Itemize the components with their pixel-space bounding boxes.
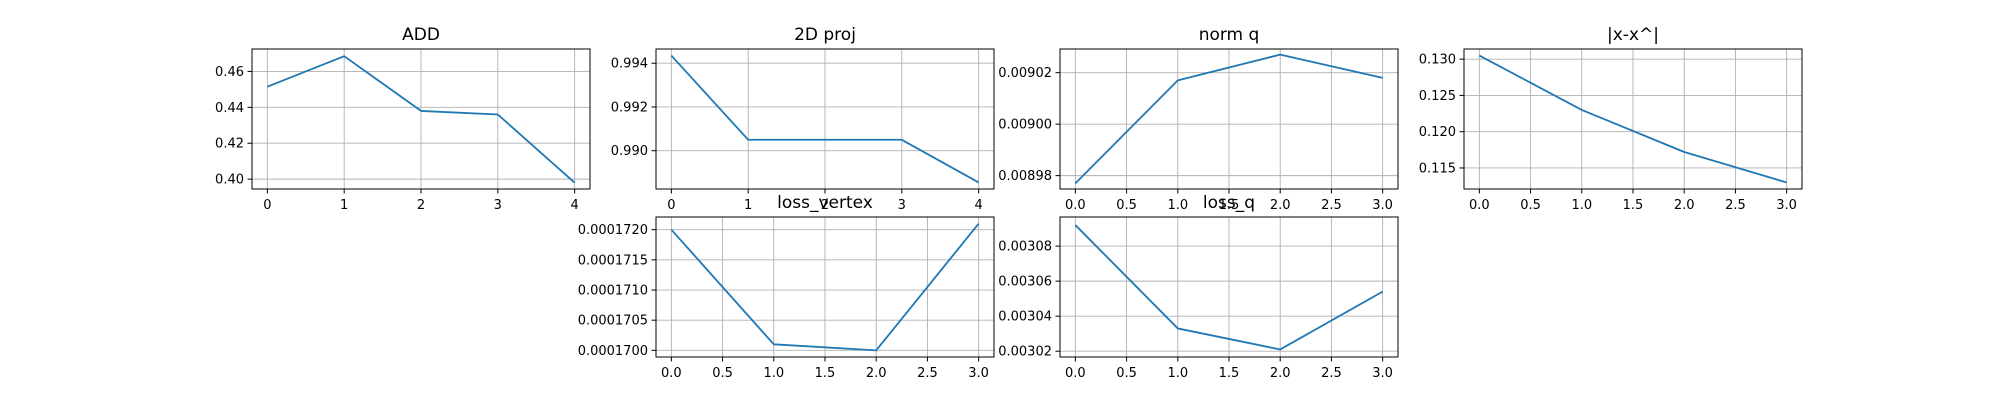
x-tick-label: 1.0 <box>1167 198 1188 213</box>
series-line <box>670 223 980 352</box>
x-tick-label: 0.0 <box>1469 198 1490 213</box>
x-tick-label: 3.0 <box>1372 366 1393 381</box>
x-tick-label: 1 <box>744 198 752 213</box>
x-tick-label: 2.0 <box>1270 198 1291 213</box>
x-tick-label: 2.5 <box>917 366 938 381</box>
y-tick-label: 0.0001720 <box>578 223 648 238</box>
y-tick-label: 0.00898 <box>998 169 1052 184</box>
subplot-3: 0.0 0.5 1.0 1.5 2.0 2.5 3.0 0.00898 0.00900 0.009… <box>998 25 1399 213</box>
x-tick-label: 1.5 <box>815 366 836 381</box>
subplot-title: loss_vertex <box>777 193 873 213</box>
x-tick-label: 0.0 <box>661 366 682 381</box>
x-tick-label: 2.5 <box>1725 198 1746 213</box>
x-tick-label: 3 <box>494 198 502 213</box>
subplot-title: norm q <box>1199 25 1260 45</box>
y-tick-label: 0.0001700 <box>578 344 648 359</box>
x-tick-label: 4 <box>570 198 578 213</box>
x-tick-label: 3 <box>898 198 906 213</box>
y-tick-label: 0.00902 <box>998 66 1052 81</box>
x-tick-label: 0.0 <box>1065 198 1086 213</box>
y-tick-label: 0.120 <box>1419 125 1456 140</box>
x-tick-label: 0.5 <box>712 366 733 381</box>
y-tick-label: 0.125 <box>1419 89 1456 104</box>
y-tick-label: 0.00306 <box>998 275 1052 290</box>
subplot-title: ADD <box>402 25 440 45</box>
y-tick-label: 0.00308 <box>998 240 1052 255</box>
x-tick-label: 3.0 <box>968 366 989 381</box>
series-line <box>1074 224 1384 351</box>
x-tick-label: 2 <box>821 198 829 213</box>
x-tick-label: 0 <box>667 198 675 213</box>
x-tick-label: 1.5 <box>1623 198 1644 213</box>
y-tick-label: 0.0001710 <box>578 284 648 299</box>
x-tick-label: 2.0 <box>1270 366 1291 381</box>
subplot-6: 0.0 0.5 1.0 1.5 2.0 2.5 3.0 0.00302 0.00304 0.003… <box>998 193 1399 381</box>
y-tick-label: 0.46 <box>215 65 244 80</box>
x-tick-label: 1 <box>340 198 348 213</box>
x-tick-label: 1.0 <box>763 366 784 381</box>
y-tick-label: 0.115 <box>1419 161 1456 176</box>
x-tick-label: 2.0 <box>1674 198 1695 213</box>
y-tick-label: 0.990 <box>611 144 648 159</box>
x-tick-label: 0 <box>263 198 271 213</box>
y-tick-label: 0.00302 <box>998 345 1052 360</box>
subplot-title: |x-x^| <box>1607 25 1659 45</box>
x-tick-label: 3.0 <box>1372 198 1393 213</box>
y-tick-label: 0.00304 <box>998 310 1052 325</box>
x-tick-label: 2.5 <box>1321 366 1342 381</box>
x-tick-label: 0.5 <box>1116 198 1137 213</box>
x-tick-label: 0.5 <box>1520 198 1541 213</box>
x-tick-label: 2.5 <box>1321 198 1342 213</box>
subplot-5: 0.0 0.5 1.0 1.5 2.0 2.5 3.0 0.0001700 0.0001705 0… <box>578 193 995 381</box>
subplot-1: 0 1 2 3 4 0.40 0.42 0.44 0.46 ADD <box>215 25 591 213</box>
x-tick-label: 1.5 <box>1219 198 1240 213</box>
series-line <box>1074 53 1383 184</box>
x-tick-label: 1.0 <box>1571 198 1592 213</box>
x-tick-label: 0.5 <box>1116 366 1137 381</box>
y-tick-label: 0.0001715 <box>578 253 648 268</box>
x-tick-label: 3.0 <box>1776 198 1797 213</box>
y-tick-label: 0.130 <box>1419 53 1456 68</box>
y-tick-label: 0.994 <box>611 57 648 72</box>
y-tick-label: 0.42 <box>215 137 244 152</box>
x-tick-label: 4 <box>974 198 982 213</box>
x-tick-label: 2.0 <box>866 366 887 381</box>
subplot-4: 0.0 0.5 1.0 1.5 2.0 2.5 3.0 0.115 0.120 0.125 0.13… <box>1419 25 1803 213</box>
subplot-2: 0 1 2 3 4 0.990 0.992 0.994 2D proj <box>611 25 995 213</box>
y-tick-label: 0.40 <box>215 173 244 188</box>
y-tick-label: 0.0001705 <box>578 314 648 329</box>
subplot-title: 2D proj <box>794 25 856 45</box>
y-tick-label: 0.992 <box>611 100 648 115</box>
y-tick-label: 0.44 <box>215 101 244 116</box>
series-line <box>1478 54 1787 184</box>
subplot-title: loss_q <box>1203 193 1255 213</box>
x-tick-label: 0.0 <box>1065 366 1086 381</box>
x-tick-label: 1.0 <box>1167 366 1188 381</box>
x-tick-label: 2 <box>417 198 425 213</box>
x-tick-label: 1.5 <box>1219 366 1240 381</box>
y-tick-label: 0.00900 <box>998 118 1052 133</box>
